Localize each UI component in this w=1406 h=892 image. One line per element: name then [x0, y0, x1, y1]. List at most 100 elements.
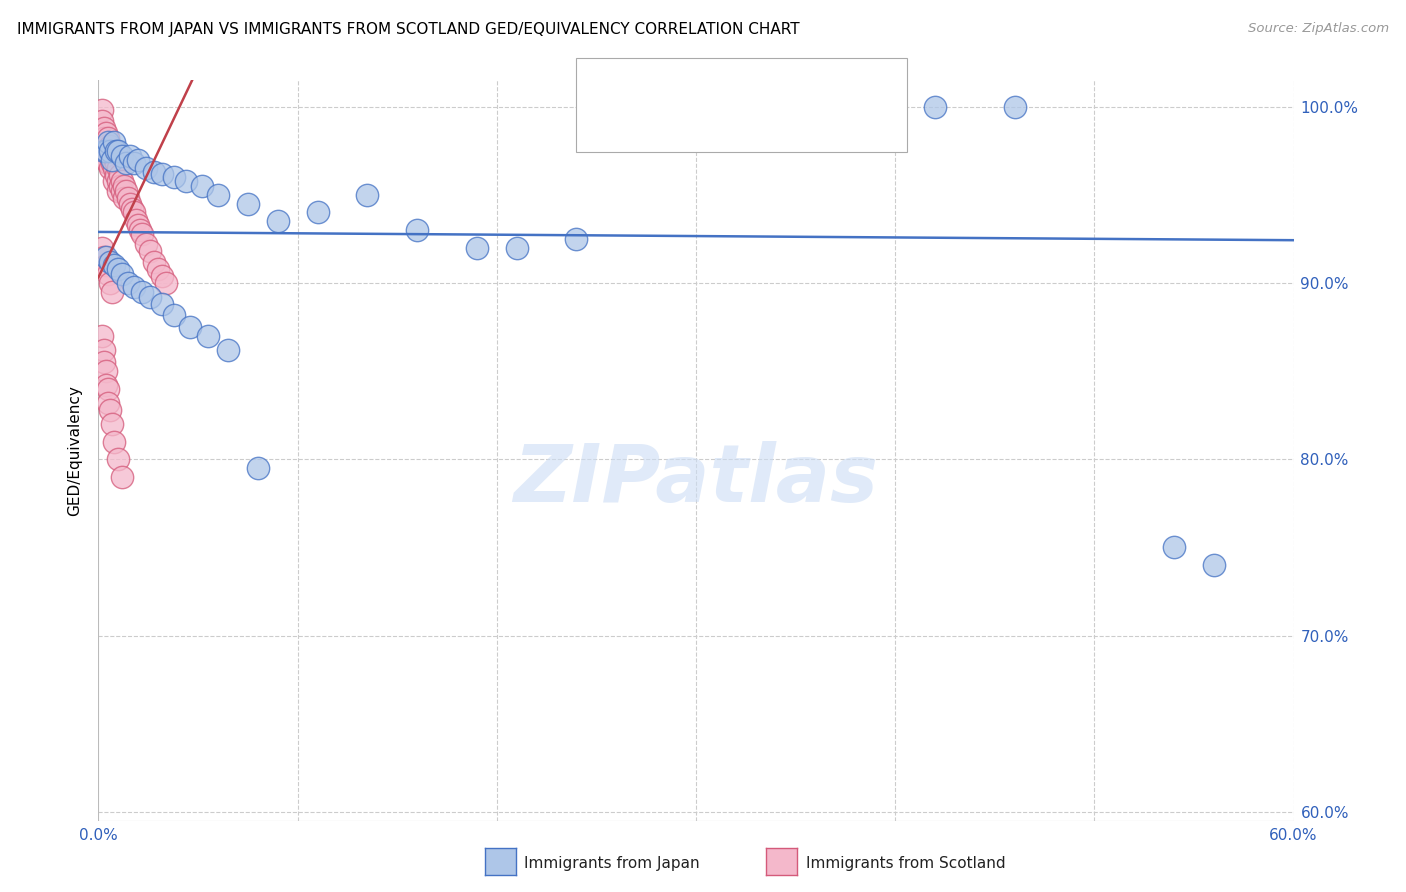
Point: [93, 120, 115, 135]
Point: [103, 161, 125, 176]
Point: [97, 135, 120, 149]
Text: ZIPatlas: ZIPatlas: [513, 441, 879, 519]
Point: [101, 144, 124, 158]
Point: [107, 452, 129, 467]
Point: [127, 153, 149, 167]
Point: [129, 223, 152, 237]
Point: [112, 191, 135, 205]
Point: [96, 258, 118, 272]
Point: [117, 276, 139, 290]
Point: [96, 126, 118, 140]
Point: [98, 138, 122, 153]
Text: Immigrants from Japan: Immigrants from Japan: [524, 856, 700, 871]
Point: [98, 403, 122, 417]
Point: [124, 279, 146, 293]
Point: [105, 156, 128, 170]
Point: [150, 268, 173, 283]
Point: [506, 241, 529, 255]
Point: [101, 285, 124, 299]
Point: [111, 470, 134, 484]
Point: [150, 167, 173, 181]
Point: [115, 156, 138, 170]
Point: [120, 149, 142, 163]
Point: [143, 165, 166, 179]
Point: [107, 174, 129, 188]
Point: [150, 297, 173, 311]
Point: [127, 218, 149, 232]
Point: [139, 244, 162, 259]
Point: [101, 156, 124, 170]
Point: [110, 169, 132, 183]
Point: [139, 290, 162, 304]
Point: [98, 255, 122, 269]
Point: [191, 179, 214, 194]
Point: [406, 223, 429, 237]
Point: [93, 343, 115, 357]
Point: [217, 343, 239, 357]
Point: [112, 179, 135, 194]
Point: [93, 250, 115, 264]
Point: [236, 196, 259, 211]
Point: [179, 320, 201, 334]
Point: [148, 261, 170, 276]
Point: [565, 232, 588, 246]
Point: [1163, 541, 1185, 555]
Point: [115, 184, 138, 198]
Point: [465, 241, 488, 255]
Point: [96, 378, 118, 392]
Point: [98, 161, 122, 176]
Point: [131, 227, 153, 241]
Point: [111, 267, 134, 281]
Point: [97, 382, 120, 396]
Point: [105, 169, 128, 183]
Point: [93, 131, 115, 145]
Point: [197, 329, 219, 343]
Point: [93, 144, 115, 158]
Point: [96, 144, 118, 158]
Point: [246, 461, 269, 475]
Point: [131, 285, 153, 299]
Point: [105, 144, 128, 158]
Point: [91, 329, 114, 343]
Point: [98, 276, 122, 290]
Point: [207, 187, 229, 202]
Text: -0.019: -0.019: [682, 86, 741, 103]
Text: Source: ZipAtlas.com: Source: ZipAtlas.com: [1249, 22, 1389, 36]
Point: [124, 156, 146, 170]
Point: [97, 131, 120, 145]
Point: [111, 184, 134, 198]
Point: [96, 364, 118, 378]
Text: N =: N =: [755, 86, 792, 103]
Point: [155, 276, 177, 290]
Point: [101, 153, 124, 167]
Point: [103, 174, 125, 188]
Point: [163, 308, 186, 322]
Point: [121, 202, 143, 216]
Y-axis label: GED/Equivalency: GED/Equivalency: [67, 385, 83, 516]
Text: Immigrants from Scotland: Immigrants from Scotland: [806, 856, 1005, 871]
Point: [96, 138, 118, 153]
Point: [356, 187, 378, 202]
Text: 63: 63: [794, 123, 817, 141]
Point: [103, 258, 125, 272]
Text: N =: N =: [755, 123, 792, 141]
Point: [101, 417, 124, 431]
Point: [91, 113, 114, 128]
Point: [174, 174, 197, 188]
Text: 0.355: 0.355: [682, 123, 734, 141]
Point: [1004, 100, 1026, 114]
Text: IMMIGRANTS FROM JAPAN VS IMMIGRANTS FROM SCOTLAND GED/EQUIVALENCY CORRELATION CH: IMMIGRANTS FROM JAPAN VS IMMIGRANTS FROM…: [17, 22, 800, 37]
Point: [97, 144, 120, 158]
Point: [107, 261, 129, 276]
Point: [117, 191, 139, 205]
Text: 48: 48: [794, 86, 817, 103]
Point: [307, 205, 329, 219]
Point: [143, 255, 166, 269]
Point: [111, 174, 134, 188]
Text: R =: R =: [640, 86, 676, 103]
Point: [267, 214, 290, 228]
Point: [103, 135, 125, 149]
Point: [135, 161, 157, 176]
Point: [97, 267, 120, 281]
Point: [924, 100, 946, 114]
